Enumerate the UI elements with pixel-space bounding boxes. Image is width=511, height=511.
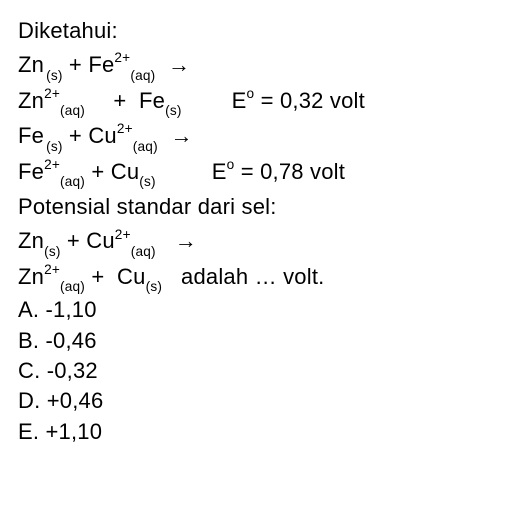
e-sup: o <box>247 86 255 101</box>
species: Fe <box>18 123 44 148</box>
charge: 2+ <box>44 262 60 277</box>
species: Cu <box>88 123 117 148</box>
choice-b[interactable]: B. -0,46 <box>18 326 493 356</box>
species: Zn <box>18 52 44 77</box>
charge: 2+ <box>44 157 60 172</box>
question-tail: adalah … volt. <box>175 264 325 289</box>
question-line: Potensial standar dari sel: <box>18 190 493 224</box>
arrow-icon: → <box>175 224 197 258</box>
plus: + <box>61 228 87 253</box>
species: Cu <box>86 228 115 253</box>
choice-d[interactable]: D. +0,46 <box>18 386 493 416</box>
e-value: = 0,32 volt <box>254 88 365 113</box>
e-value: = 0,78 volt <box>234 159 345 184</box>
plus: + <box>85 264 111 289</box>
plus: + <box>63 123 89 148</box>
plus: + <box>107 88 133 113</box>
reaction-2-left: Fe (s) + Cu2+(aq) → <box>18 119 493 155</box>
phase: (s) <box>146 279 163 294</box>
species: Zn <box>18 228 44 253</box>
charge: 2+ <box>115 227 131 242</box>
charge: 2+ <box>114 50 130 65</box>
reaction-1-right: Zn2+(aq) + Fe(s) Eo = 0,32 volt <box>18 84 493 120</box>
phase: (aq) <box>60 103 85 118</box>
phase: (s) <box>44 244 61 259</box>
species: Zn <box>18 88 44 113</box>
phase: (aq) <box>133 139 158 154</box>
phase: (aq) <box>60 279 85 294</box>
phase: (s) <box>46 139 63 154</box>
species: Fe <box>139 88 165 113</box>
charge: 2+ <box>117 121 133 136</box>
plus: + <box>63 52 89 77</box>
species: Zn <box>18 264 44 289</box>
phase: (aq) <box>60 174 85 189</box>
choice-e[interactable]: E. +1,10 <box>18 417 493 447</box>
given-header: Diketahui: <box>18 14 493 48</box>
species: Fe <box>88 52 114 77</box>
reaction-1-left: Zn (s) + Fe2+(aq) → <box>18 48 493 84</box>
plus: + <box>85 159 111 184</box>
phase: (aq) <box>130 68 155 83</box>
choice-c[interactable]: C. -0,32 <box>18 356 493 386</box>
arrow-icon: → <box>168 48 190 82</box>
target-reaction-left: Zn(s) + Cu2+(aq) → <box>18 224 493 260</box>
phase: (aq) <box>131 244 156 259</box>
phase: (s) <box>165 103 182 118</box>
charge: 2+ <box>44 86 60 101</box>
e-label: E <box>212 159 227 184</box>
e-sup: o <box>227 157 235 172</box>
reaction-2-right: Fe2+(aq) + Cu(s) Eo = 0,78 volt <box>18 155 493 191</box>
phase: (s) <box>46 68 63 83</box>
choice-a[interactable]: A. -1,10 <box>18 295 493 325</box>
species: Cu <box>111 159 140 184</box>
phase: (s) <box>139 174 156 189</box>
target-reaction-right: Zn2+(aq) + Cu(s) adalah … volt. <box>18 260 493 296</box>
e-label: E <box>232 88 247 113</box>
arrow-icon: → <box>170 119 192 153</box>
answer-choices: A. -1,10 B. -0,46 C. -0,32 D. +0,46 E. +… <box>18 295 493 447</box>
species: Cu <box>117 264 146 289</box>
species: Fe <box>18 159 44 184</box>
